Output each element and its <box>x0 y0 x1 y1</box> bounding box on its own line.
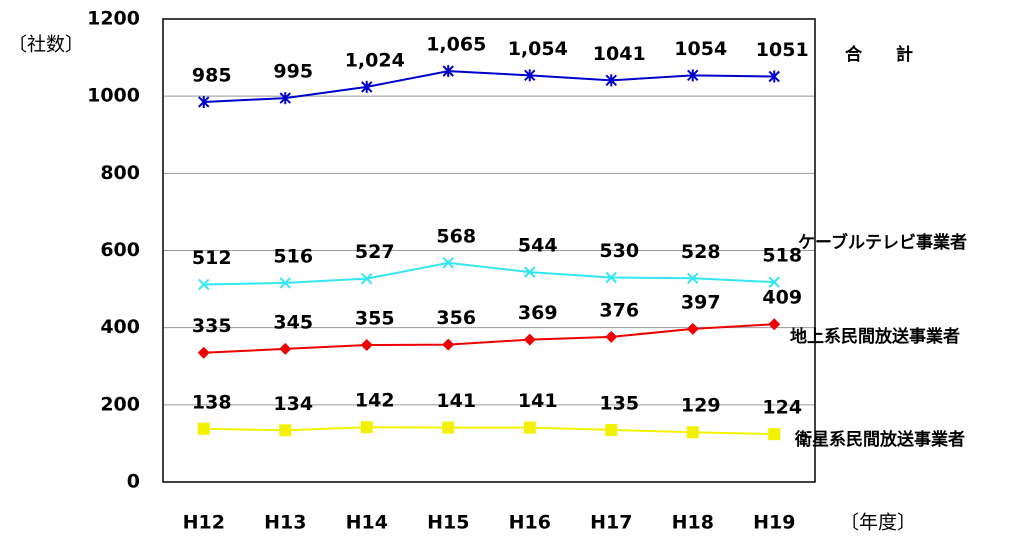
marker <box>197 422 210 435</box>
legend-entry: 地上系民間放送事業者 <box>790 326 960 347</box>
plot-border <box>162 18 816 483</box>
x-axis-label: 〔年度〕 <box>840 512 916 534</box>
value-label: 355 <box>355 308 395 330</box>
marker <box>198 278 210 291</box>
value-label: 134 <box>273 393 313 415</box>
value-label: 142 <box>355 390 395 412</box>
marker <box>686 322 699 335</box>
value-label: 995 <box>273 61 313 83</box>
marker <box>768 70 780 83</box>
series-line <box>203 323 775 354</box>
x-tick-label: H19 <box>753 512 795 534</box>
marker <box>686 426 699 439</box>
y-tick-label: 0 <box>127 471 140 493</box>
marker <box>605 74 617 87</box>
value-label: 129 <box>681 395 721 417</box>
y-tick-label: 600 <box>100 239 140 261</box>
marker <box>360 339 373 352</box>
y-tick-label: 800 <box>100 162 140 184</box>
marker <box>361 80 373 93</box>
y-tick-label: 400 <box>100 316 140 338</box>
marker <box>768 318 781 331</box>
y-tick-label: 1000 <box>87 85 140 107</box>
marker <box>605 330 618 343</box>
y-tick-label: 200 <box>100 393 140 415</box>
value-label: 124 <box>762 397 802 419</box>
series-line <box>203 426 775 436</box>
marker <box>442 65 454 78</box>
y-axis-label: 〔社数〕 <box>8 34 84 56</box>
marker <box>442 257 454 269</box>
series-line <box>203 261 775 286</box>
marker <box>523 421 536 434</box>
value-label: 141 <box>436 390 476 412</box>
x-tick-label: H16 <box>509 512 551 534</box>
marker <box>687 69 699 82</box>
marker <box>523 333 536 346</box>
value-label: 141 <box>518 390 558 412</box>
value-label: 985 <box>192 64 232 86</box>
value-label: 409 <box>762 287 802 309</box>
value-label: 512 <box>192 247 232 269</box>
marker <box>524 266 536 278</box>
y-tick-label: 1200 <box>87 8 140 30</box>
value-label: 1,024 <box>345 49 405 71</box>
legend-entry: 合 計 <box>845 44 913 65</box>
value-label: 530 <box>599 240 639 262</box>
x-tick-label: H13 <box>264 512 306 534</box>
marker <box>197 346 210 359</box>
value-label: 544 <box>518 235 558 257</box>
value-label: 345 <box>273 311 313 333</box>
marker <box>768 428 781 441</box>
marker <box>442 338 455 351</box>
x-tick-label: H15 <box>427 512 469 534</box>
marker <box>361 272 373 285</box>
value-label: 1,054 <box>508 38 568 60</box>
marker <box>279 277 291 289</box>
marker <box>360 421 373 434</box>
value-label: 527 <box>355 241 395 263</box>
value-label: 1041 <box>593 43 646 65</box>
value-label: 518 <box>762 245 802 267</box>
value-label: 1054 <box>674 38 727 60</box>
marker <box>279 342 292 355</box>
marker <box>524 69 536 82</box>
value-label: 397 <box>681 291 721 313</box>
marker <box>279 92 291 105</box>
legend-entry: ケーブルテレビ事業者 <box>798 232 967 253</box>
value-label: 356 <box>436 307 476 329</box>
value-label: 376 <box>599 299 639 321</box>
legend-entry: 衛星系民間放送事業者 <box>794 429 965 450</box>
marker <box>198 95 210 108</box>
marker <box>768 276 780 288</box>
value-label: 135 <box>599 392 639 414</box>
x-tick-label: H12 <box>183 512 225 534</box>
x-tick-label: H14 <box>346 512 388 534</box>
x-tick-label: H18 <box>672 512 714 534</box>
value-label: 568 <box>436 225 476 247</box>
value-label: 528 <box>681 241 721 263</box>
marker <box>687 272 699 284</box>
value-label: 138 <box>192 391 232 413</box>
value-label: 369 <box>518 302 558 324</box>
value-label: 516 <box>273 245 313 267</box>
value-label: 1,065 <box>426 34 486 56</box>
value-label: 335 <box>192 315 232 337</box>
series-line <box>203 70 775 103</box>
marker <box>605 423 618 436</box>
marker <box>279 424 292 437</box>
marker <box>442 421 455 434</box>
value-label: 1051 <box>756 39 809 61</box>
x-tick-label: H17 <box>590 512 632 534</box>
marker <box>605 271 617 284</box>
